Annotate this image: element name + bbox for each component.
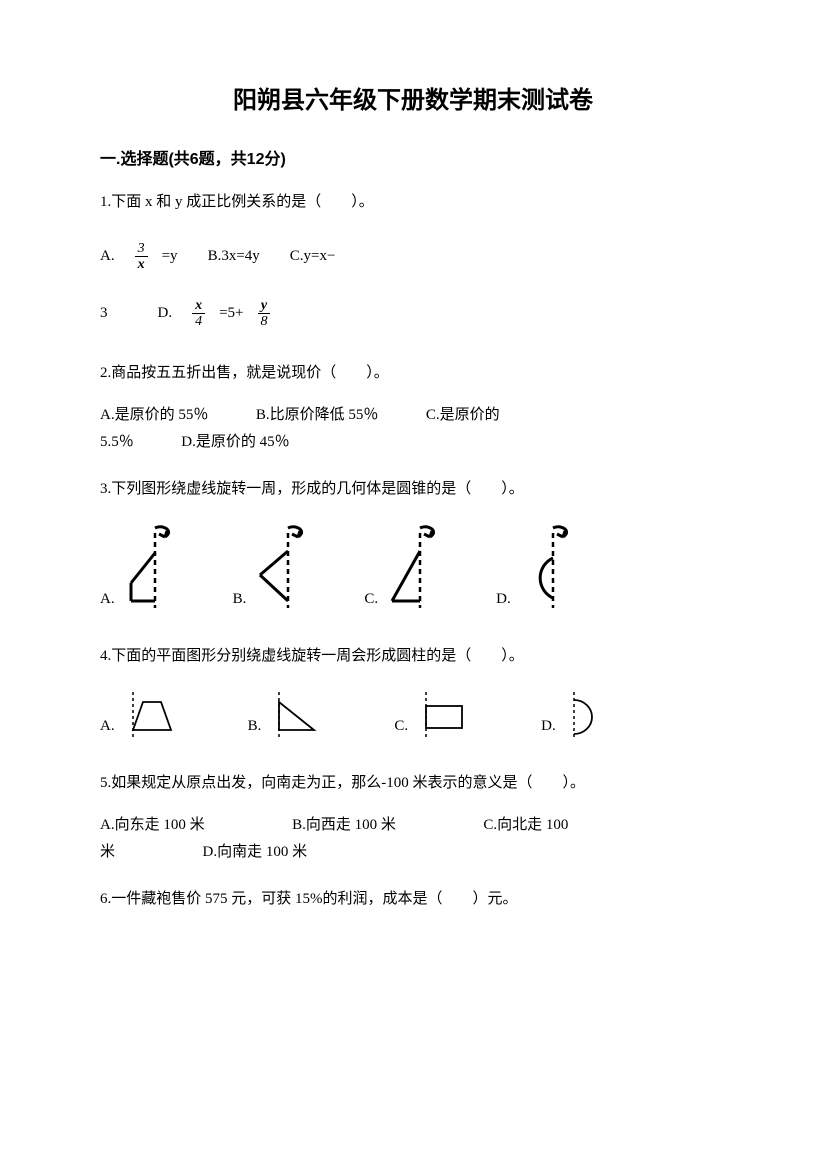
q4-option-c: C. bbox=[394, 690, 471, 740]
q5-option-b: B.向西走 100 米 bbox=[292, 817, 396, 833]
q5-option-c-cont: 米 bbox=[100, 844, 115, 860]
q1-option-d: D. x 4 =5+ y 8 bbox=[158, 298, 285, 330]
q1-line2-prefix: 3 bbox=[100, 300, 108, 327]
q3-option-d: D. bbox=[496, 523, 579, 613]
option-label: D. bbox=[496, 586, 511, 613]
q4-text: 4.下面的平面图形分别绕虚线旋转一周会形成圆柱的是（ ）。 bbox=[100, 643, 726, 670]
option-label: D. bbox=[541, 713, 556, 740]
question-3: 3.下列图形绕虚线旋转一周，形成的几何体是圆锥的是（ ）。 A. B. C. bbox=[100, 476, 726, 613]
option-text: C.y=x− bbox=[290, 243, 336, 270]
question-4: 4.下面的平面图形分别绕虚线旋转一周会形成圆柱的是（ ）。 A. B. C. D… bbox=[100, 643, 726, 740]
option-label: C. bbox=[364, 586, 378, 613]
fraction-icon: x 4 bbox=[192, 298, 205, 330]
q2-option-c: C.是原价的 bbox=[426, 407, 500, 423]
rotation-shape-c-icon bbox=[386, 523, 446, 613]
q4-option-b: B. bbox=[248, 690, 325, 740]
option-label: D. bbox=[158, 300, 173, 327]
q2-option-c-cont: 5.5％ bbox=[100, 434, 134, 450]
q1-option-c: C.y=x− bbox=[290, 243, 336, 270]
question-2: 2.商品按五五折出售，就是说现价（ ）。 A.是原价的 55％ B.比原价降低 … bbox=[100, 360, 726, 456]
q2-option-a: A.是原价的 55％ bbox=[100, 407, 208, 423]
q5-option-a: A.向东走 100 米 bbox=[100, 817, 205, 833]
q5-text: 5.如果规定从原点出发，向南走为正，那么-100 米表示的意义是（ ）。 bbox=[100, 770, 726, 797]
q1-option-a: A. 3 x =y bbox=[100, 241, 178, 273]
q3-option-c: C. bbox=[364, 523, 446, 613]
section-header: 一.选择题(共6题，共12分) bbox=[100, 145, 726, 169]
option-label: A. bbox=[100, 586, 115, 613]
cylinder-shape-a-icon bbox=[123, 690, 178, 740]
option-label: C. bbox=[394, 713, 408, 740]
cylinder-shape-b-icon bbox=[269, 690, 324, 740]
q3-option-a: A. bbox=[100, 523, 183, 613]
fraction-icon: 3 x bbox=[135, 241, 148, 273]
q2-text: 2.商品按五五折出售，就是说现价（ ）。 bbox=[100, 360, 726, 387]
option-text: =5+ bbox=[219, 300, 243, 327]
option-label: A. bbox=[100, 713, 115, 740]
q2-option-d: D.是原价的 45％ bbox=[181, 434, 289, 450]
q4-option-a: A. bbox=[100, 690, 178, 740]
cylinder-shape-d-icon bbox=[564, 690, 619, 740]
option-label: A. bbox=[100, 243, 115, 270]
q2-option-b: B.比原价降低 55％ bbox=[256, 407, 379, 423]
rotation-shape-d-icon bbox=[519, 523, 579, 613]
cylinder-shape-c-icon bbox=[416, 690, 471, 740]
q6-text: 6.一件藏袍售价 575 元，可获 15%的利润，成本是（ ）元。 bbox=[100, 886, 726, 913]
question-5: 5.如果规定从原点出发，向南走为正，那么-100 米表示的意义是（ ）。 A.向… bbox=[100, 770, 726, 866]
option-label: B. bbox=[233, 586, 247, 613]
q1-option-b: B.3x=4y bbox=[208, 243, 260, 270]
rotation-shape-a-icon bbox=[123, 523, 183, 613]
option-text: B.3x=4y bbox=[208, 243, 260, 270]
option-text: =y bbox=[162, 243, 178, 270]
q1-text: 1.下面 x 和 y 成正比例关系的是（ ）。 bbox=[100, 189, 726, 216]
option-label: B. bbox=[248, 713, 262, 740]
page-title: 阳朔县六年级下册数学期末测试卷 bbox=[100, 80, 726, 115]
q5-option-d: D.向南走 100 米 bbox=[203, 844, 308, 860]
q3-text: 3.下列图形绕虚线旋转一周，形成的几何体是圆锥的是（ ）。 bbox=[100, 476, 726, 503]
question-1: 1.下面 x 和 y 成正比例关系的是（ ）。 A. 3 x =y B.3x=4… bbox=[100, 189, 726, 330]
rotation-shape-b-icon bbox=[254, 523, 314, 613]
question-6: 6.一件藏袍售价 575 元，可获 15%的利润，成本是（ ）元。 bbox=[100, 886, 726, 913]
q5-option-c: C.向北走 100 bbox=[483, 817, 568, 833]
q4-option-d: D. bbox=[541, 690, 619, 740]
q3-option-b: B. bbox=[233, 523, 315, 613]
fraction-icon: y 8 bbox=[258, 298, 271, 330]
